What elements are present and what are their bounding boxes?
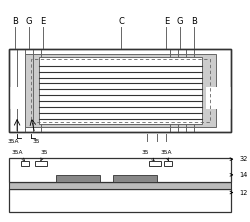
Bar (25, 54, 216, 127)
Bar (114, 175, 157, 182)
Bar (35, 161, 46, 166)
Text: E: E (164, 16, 169, 26)
Text: 35: 35 (41, 150, 48, 161)
Text: 32: 32 (230, 156, 248, 162)
Text: 12: 12 (230, 190, 248, 196)
Text: B: B (191, 16, 197, 26)
Text: 35A: 35A (11, 150, 24, 161)
Bar (56, 175, 100, 182)
Bar (9, 87, 25, 109)
Bar (31, 59, 210, 122)
Bar (9, 189, 231, 212)
Bar (206, 87, 231, 109)
Text: 14: 14 (230, 172, 248, 178)
Bar (9, 182, 231, 189)
Text: 35: 35 (142, 150, 154, 161)
Bar (164, 161, 172, 166)
Text: E: E (40, 16, 45, 26)
Bar (39, 57, 202, 124)
Text: 35: 35 (32, 139, 40, 143)
Bar (21, 161, 29, 166)
Bar (9, 49, 231, 132)
Text: G: G (26, 16, 32, 26)
Bar (149, 161, 160, 166)
Text: 35A: 35A (8, 139, 19, 143)
Text: B: B (12, 16, 18, 26)
Text: C: C (118, 16, 124, 26)
Text: 35A: 35A (160, 150, 172, 161)
Bar (9, 49, 231, 132)
Bar (9, 158, 231, 182)
Text: G: G (177, 16, 184, 26)
